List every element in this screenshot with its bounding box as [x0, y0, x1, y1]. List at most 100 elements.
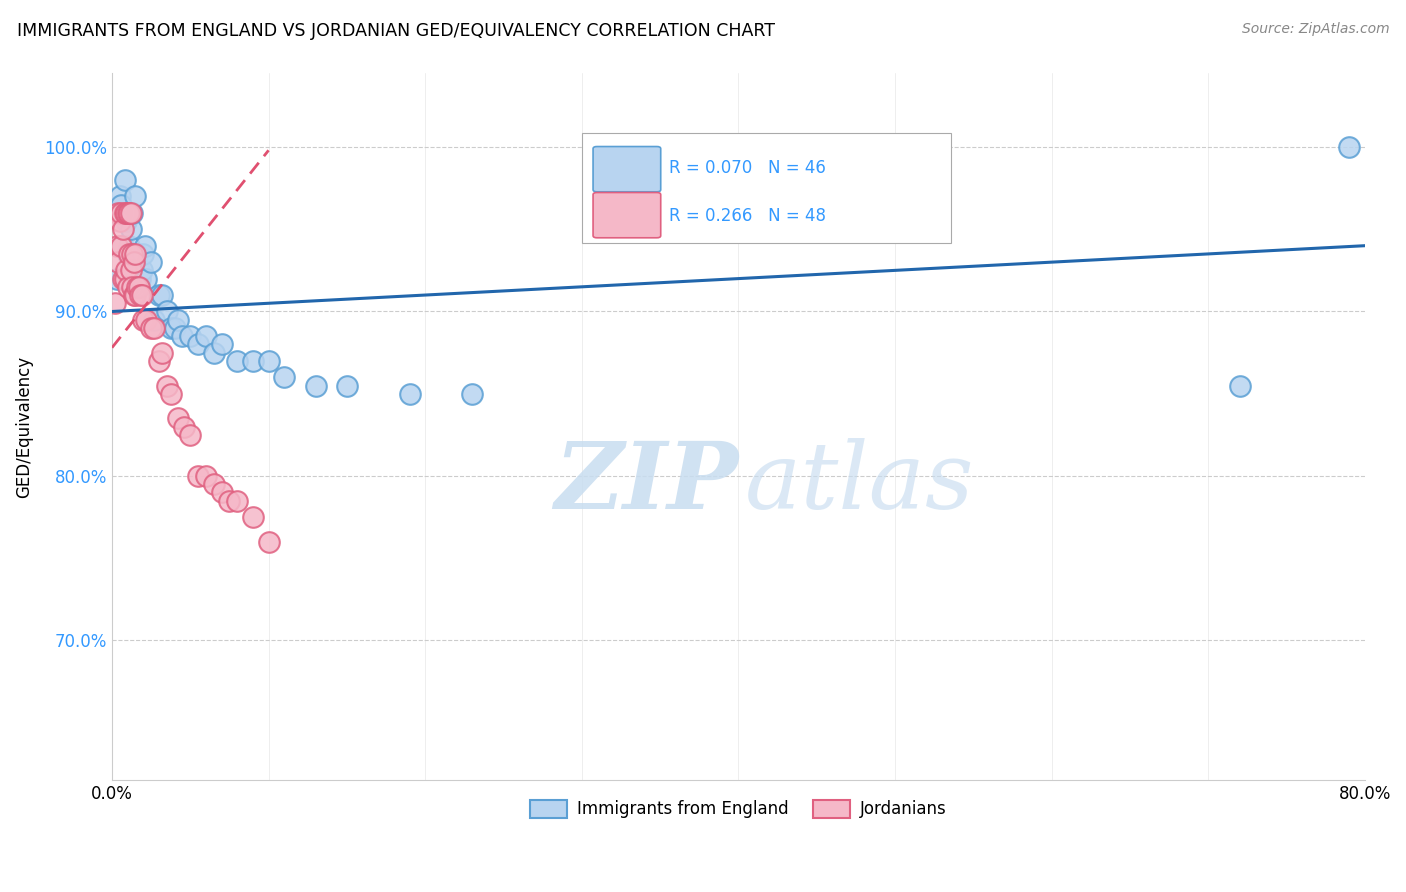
Point [115, 214, 138, 228]
Point [124, 189, 146, 203]
Point [122, 255, 145, 269]
Point [135, 312, 157, 326]
Point [172, 329, 194, 343]
Point [202, 477, 225, 491]
Point [273, 370, 295, 384]
Point [128, 263, 150, 277]
Point [115, 263, 138, 277]
Point [117, 280, 139, 294]
Text: ZIP: ZIP [554, 438, 738, 528]
Point [118, 206, 141, 220]
Point [114, 173, 136, 187]
Point [124, 247, 146, 261]
Point [122, 288, 145, 302]
Y-axis label: GED/Equivalency: GED/Equivalency [15, 356, 32, 498]
Point [135, 271, 157, 285]
Point [163, 321, 186, 335]
Point [122, 247, 145, 261]
Point [107, 206, 129, 220]
Point [398, 386, 420, 401]
Point [187, 337, 209, 351]
Point [242, 354, 264, 368]
Point [107, 255, 129, 269]
Point [139, 255, 162, 269]
Point [110, 206, 132, 220]
Point [121, 247, 143, 261]
Point [105, 271, 128, 285]
Point [166, 411, 188, 425]
Point [150, 345, 173, 359]
Text: R = 0.070   N = 46: R = 0.070 N = 46 [669, 160, 827, 178]
Point [304, 378, 326, 392]
Point [150, 288, 173, 302]
Text: R = 0.266   N = 48: R = 0.266 N = 48 [669, 207, 827, 225]
Point [117, 247, 139, 261]
Point [134, 238, 156, 252]
Point [118, 247, 141, 261]
Point [160, 321, 183, 335]
Point [114, 271, 136, 285]
Point [202, 345, 225, 359]
Point [194, 329, 217, 343]
Point [110, 238, 132, 252]
Point [187, 469, 209, 483]
Text: Source: ZipAtlas.com: Source: ZipAtlas.com [1241, 22, 1389, 37]
Point [129, 288, 152, 302]
Point [160, 386, 183, 401]
Point [115, 206, 138, 220]
Point [124, 288, 146, 302]
Text: atlas: atlas [745, 438, 974, 528]
Point [131, 288, 153, 302]
Point [120, 206, 142, 220]
Point [139, 321, 162, 335]
Point [218, 493, 240, 508]
Point [173, 419, 195, 434]
FancyBboxPatch shape [593, 146, 661, 192]
Point [226, 493, 249, 508]
Point [461, 386, 484, 401]
Point [1229, 378, 1251, 392]
Point [108, 214, 131, 228]
Point [166, 312, 188, 326]
Point [117, 206, 139, 220]
Point [111, 271, 134, 285]
Point [211, 485, 233, 500]
Point [111, 222, 134, 236]
Point [336, 378, 359, 392]
Point [125, 247, 148, 261]
Point [128, 280, 150, 294]
Point [105, 238, 128, 252]
FancyBboxPatch shape [582, 133, 952, 243]
Point [120, 222, 142, 236]
Point [143, 321, 166, 335]
Point [129, 271, 152, 285]
FancyBboxPatch shape [593, 193, 661, 238]
Point [1339, 140, 1361, 154]
Point [118, 238, 141, 252]
Point [120, 263, 142, 277]
Point [117, 206, 139, 220]
Point [107, 206, 129, 220]
Point [257, 354, 280, 368]
Point [104, 296, 127, 310]
Point [148, 354, 170, 368]
Point [242, 510, 264, 524]
Point [143, 312, 166, 326]
Point [132, 247, 155, 261]
Point [131, 263, 153, 277]
Point [110, 197, 132, 211]
Point [148, 288, 170, 302]
Point [125, 280, 148, 294]
Point [226, 354, 249, 368]
Legend: Immigrants from England, Jordanians: Immigrants from England, Jordanians [523, 793, 953, 825]
Point [257, 534, 280, 549]
Point [179, 329, 201, 343]
Point [194, 469, 217, 483]
Point [111, 238, 134, 252]
Point [211, 337, 233, 351]
Point [156, 378, 179, 392]
Point [179, 428, 201, 442]
Point [156, 304, 179, 318]
Point [121, 206, 143, 220]
Point [120, 255, 142, 269]
